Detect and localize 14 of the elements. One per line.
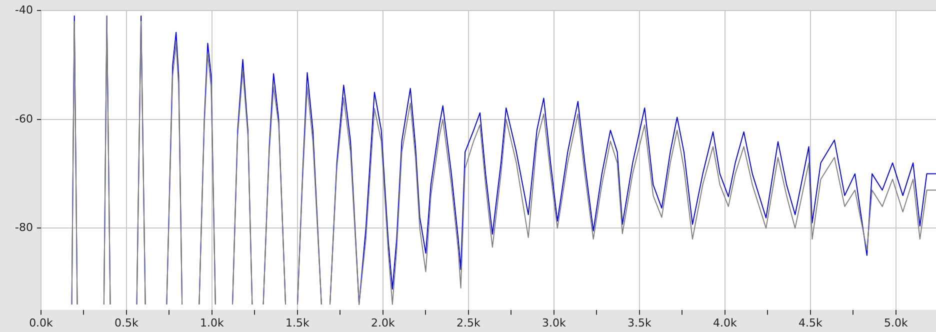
y-tick-label: -60 [15, 112, 33, 126]
x-tick-label: 4.5k [798, 316, 824, 330]
y-tick-label: -40 [15, 3, 33, 16]
x-tick-label: 3.5k [628, 316, 652, 330]
x-tick-label: 2.5k [456, 316, 482, 330]
y-tick-label: -80 [15, 221, 33, 234]
x-tick-label: 0.5k [114, 316, 140, 330]
x-tick-label: 1.0k [200, 316, 225, 330]
x-tick-label: 1.5k [286, 316, 310, 330]
x-tick-label: 4.0k [713, 316, 738, 330]
x-tick-label: 5.0k [884, 316, 909, 330]
x-tick-label: 0.0k [29, 316, 54, 330]
x-tick-label: 2.0k [371, 316, 396, 330]
x-tick-label: 3.0k [542, 316, 567, 330]
